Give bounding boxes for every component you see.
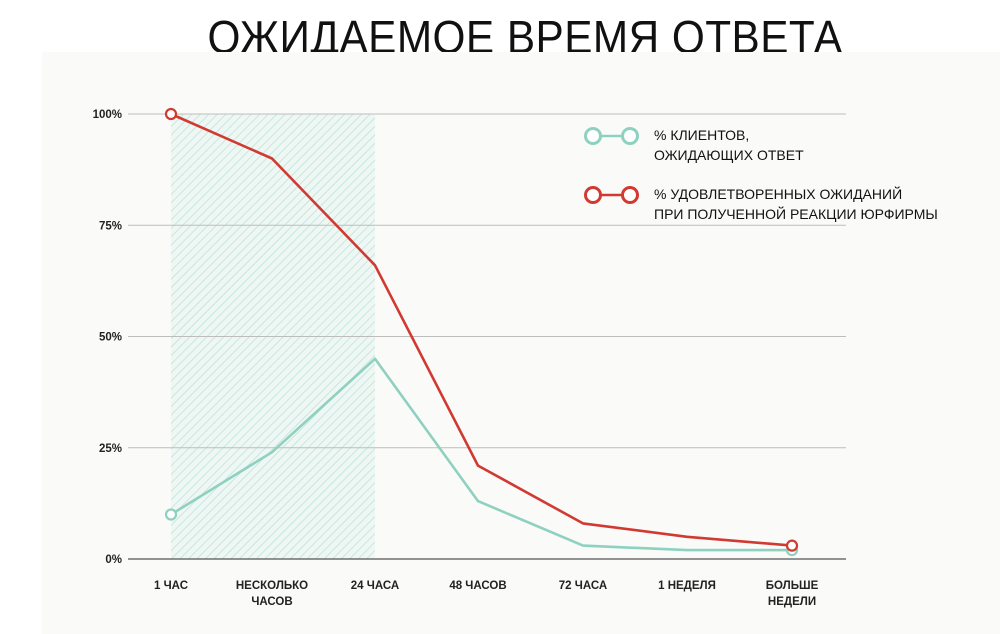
series-2-marker <box>164 107 178 121</box>
series-line-1 <box>170 357 792 552</box>
y-tick-label: 75% <box>99 220 122 232</box>
legend-label: % КЛИЕНТОВ, ОЖИДАЮЩИХ ОТВЕТ <box>654 127 804 163</box>
y-tick-label: 25% <box>99 443 122 455</box>
x-tick-label: БОЛЬШЕ НЕДЕЛИ <box>766 580 819 608</box>
x-tick-label: НЕСКОЛЬКО ЧАСОВ <box>236 580 308 608</box>
legend-item-1: % КЛИЕНТОВ, ОЖИДАЮЩИХ ОТВЕТ <box>584 127 804 163</box>
x-tick-label: 24 ЧАСА <box>351 580 399 592</box>
y-tick-label: 50% <box>99 332 122 344</box>
legend-label: % УДОВЛЕТВОРЕННЫХ ОЖИДАНИЙ ПРИ ПОЛУЧЕННОЙ… <box>654 185 938 222</box>
series-2-marker <box>785 539 799 552</box>
y-tick-label: 0% <box>105 554 122 566</box>
series-line-2 <box>170 112 793 547</box>
x-tick-label: 1 ЧАС <box>154 580 188 592</box>
x-tick-label: 48 ЧАСОВ <box>449 580 506 592</box>
series-1-marker <box>164 508 178 521</box>
x-tick-label: 72 ЧАСА <box>559 580 607 592</box>
x-tick-label: 1 НЕДЕЛЯ <box>658 580 716 592</box>
legend-item-2: % УДОВЛЕТВОРЕННЫХ ОЖИДАНИЙ ПРИ ПОЛУЧЕННОЙ… <box>584 185 938 222</box>
y-tick-label: 100% <box>93 109 122 121</box>
